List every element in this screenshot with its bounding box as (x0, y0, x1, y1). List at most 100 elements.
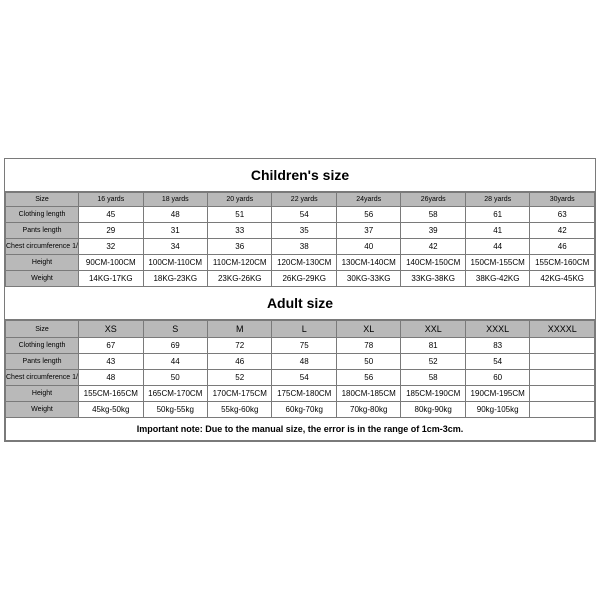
cell: 54 (272, 370, 336, 386)
row-label: Pants length (6, 354, 79, 370)
cell: 38 (272, 239, 336, 255)
cell: 70kg-80kg (336, 402, 400, 418)
children-header-row: Size 16 yards 18 yards 20 yards 22 yards… (6, 193, 595, 207)
cell (530, 370, 595, 386)
row-label: Chest circumference 1/2 (6, 239, 79, 255)
cell: 51 (208, 207, 272, 223)
cell: 52 (208, 370, 272, 386)
cell: 54 (465, 354, 529, 370)
cell: 120CM-130CM (272, 255, 336, 271)
cell (530, 402, 595, 418)
row-label: Clothing length (6, 207, 79, 223)
adult-header-row: Size XS S M L XL XXL XXXL XXXXL (6, 321, 595, 338)
cell: 45 (79, 207, 143, 223)
col-18y: 18 yards (143, 193, 207, 207)
cell: 29 (79, 223, 143, 239)
cell: 190CM-195CM (465, 386, 529, 402)
col-m: M (208, 321, 272, 338)
cell: 42KG-45KG (530, 271, 595, 287)
cell: 36 (208, 239, 272, 255)
col-26y: 26yards (401, 193, 465, 207)
cell: 40 (336, 239, 400, 255)
cell: 54 (272, 207, 336, 223)
row-label: Clothing length (6, 338, 79, 354)
table-row: Weight 14KG-17KG 18KG-23KG 23KG-26KG 26K… (6, 271, 595, 287)
cell: 58 (401, 207, 465, 223)
cell: 37 (336, 223, 400, 239)
cell: 56 (336, 370, 400, 386)
cell: 39 (401, 223, 465, 239)
cell: 150CM-155CM (465, 255, 529, 271)
table-row: Chest circumference 1/2 32 34 36 38 40 4… (6, 239, 595, 255)
cell: 44 (143, 354, 207, 370)
cell: 33 (208, 223, 272, 239)
col-xl: XL (336, 321, 400, 338)
cell: 42 (530, 223, 595, 239)
col-size: Size (6, 321, 79, 338)
table-row: Clothing length 45 48 51 54 56 58 61 63 (6, 207, 595, 223)
col-30y: 30yards (530, 193, 595, 207)
col-size: Size (6, 193, 79, 207)
cell: 35 (272, 223, 336, 239)
adult-table: Size XS S M L XL XXL XXXL XXXXL Clothing… (5, 320, 595, 441)
cell: 100CM-110CM (143, 255, 207, 271)
cell: 48 (272, 354, 336, 370)
cell: 18KG-23KG (143, 271, 207, 287)
cell: 80kg-90kg (401, 402, 465, 418)
cell: 72 (208, 338, 272, 354)
cell: 130CM-140CM (336, 255, 400, 271)
col-xxxl: XXXL (465, 321, 529, 338)
cell: 78 (336, 338, 400, 354)
cell: 81 (401, 338, 465, 354)
cell: 60kg-70kg (272, 402, 336, 418)
col-28y: 28 yards (465, 193, 529, 207)
row-label: Pants length (6, 223, 79, 239)
row-label: Height (6, 386, 79, 402)
cell (530, 338, 595, 354)
col-l: L (272, 321, 336, 338)
cell: 110CM-120CM (208, 255, 272, 271)
table-row: Chest circumference 1/2 48 50 52 54 56 5… (6, 370, 595, 386)
cell: 75 (272, 338, 336, 354)
cell: 55kg-60kg (208, 402, 272, 418)
cell: 23KG-26KG (208, 271, 272, 287)
row-label: Weight (6, 402, 79, 418)
adult-title: Adult size (5, 287, 595, 320)
table-row: Height 90CM-100CM 100CM-110CM 110CM-120C… (6, 255, 595, 271)
cell: 83 (465, 338, 529, 354)
table-row: Height 155CM-165CM 165CM-170CM 170CM-175… (6, 386, 595, 402)
table-row: Pants length 29 31 33 35 37 39 41 42 (6, 223, 595, 239)
table-row: Weight 45kg-50kg 50kg-55kg 55kg-60kg 60k… (6, 402, 595, 418)
cell: 170CM-175CM (208, 386, 272, 402)
col-xxxxl: XXXXL (530, 321, 595, 338)
cell: 50 (143, 370, 207, 386)
cell: 30KG-33KG (336, 271, 400, 287)
cell: 60 (465, 370, 529, 386)
cell: 90CM-100CM (79, 255, 143, 271)
cell: 69 (143, 338, 207, 354)
cell: 43 (79, 354, 143, 370)
cell: 56 (336, 207, 400, 223)
cell: 90kg-105kg (465, 402, 529, 418)
row-label: Weight (6, 271, 79, 287)
col-16y: 16 yards (79, 193, 143, 207)
cell: 180CM-185CM (336, 386, 400, 402)
cell: 58 (401, 370, 465, 386)
note-row: Important note: Due to the manual size, … (6, 418, 595, 441)
cell: 155CM-160CM (530, 255, 595, 271)
cell: 44 (465, 239, 529, 255)
col-22y: 22 yards (272, 193, 336, 207)
cell: 50kg-55kg (143, 402, 207, 418)
col-xxl: XXL (401, 321, 465, 338)
cell: 32 (79, 239, 143, 255)
cell (530, 386, 595, 402)
cell: 52 (401, 354, 465, 370)
cell: 155CM-165CM (79, 386, 143, 402)
cell: 26KG-29KG (272, 271, 336, 287)
table-row: Pants length 43 44 46 48 50 52 54 (6, 354, 595, 370)
cell: 33KG-38KG (401, 271, 465, 287)
important-note: Important note: Due to the manual size, … (6, 418, 595, 441)
col-24y: 24yards (336, 193, 400, 207)
cell: 42 (401, 239, 465, 255)
children-table: Size 16 yards 18 yards 20 yards 22 yards… (5, 192, 595, 287)
